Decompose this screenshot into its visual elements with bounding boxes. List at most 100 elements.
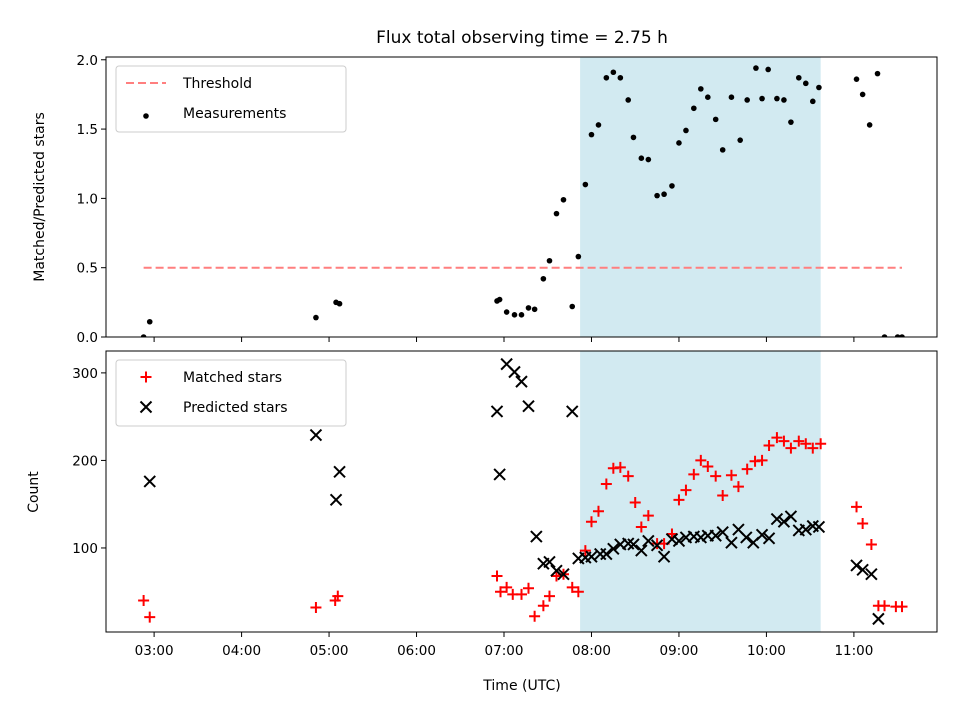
matched-star-point [529, 610, 541, 622]
bottom-legend: Matched stars Predicted stars [115, 359, 347, 427]
matched-star-point [732, 481, 744, 493]
measurement-point [582, 181, 589, 188]
bottom-y-tick-label: 300 [72, 366, 98, 382]
predicted-star-point [493, 468, 506, 481]
matched-star-point [635, 521, 647, 533]
predicted-star-point [642, 534, 655, 548]
bottom-plot-area [138, 357, 908, 626]
predicted-star-point [725, 536, 738, 549]
top-y-tick-label: 0.5 [77, 261, 98, 277]
predicted-star-point [600, 547, 613, 561]
measurement-point [661, 191, 667, 198]
top-y-tick-label: 1.0 [77, 191, 98, 207]
predicted-star-point [812, 520, 826, 534]
top-legend: Threshold Measurements [115, 65, 347, 133]
predicted-star-point [508, 365, 521, 379]
measurement-point [645, 156, 652, 163]
matched-star-point [310, 601, 322, 613]
bottom-y-tick-label: 100 [72, 541, 98, 557]
matched-star-point [857, 517, 869, 529]
measurement-point [496, 296, 503, 303]
matched-star-point [756, 454, 768, 466]
measurement-point [669, 183, 675, 189]
top-y-axis-label: Matched/Predicted stars [32, 112, 48, 282]
matched-star-point [491, 570, 503, 582]
matched-star-point [622, 470, 634, 482]
x-tick-label: 04:00 [222, 643, 261, 659]
predicted-star-point [309, 428, 323, 442]
x-tick-label: 11:00 [834, 643, 873, 659]
matched-star-point [673, 494, 685, 506]
measurement-point [617, 74, 624, 81]
matched-star-point [144, 611, 156, 623]
measurement-point [595, 122, 602, 128]
measurement-point [781, 97, 787, 103]
top-legend-box [115, 65, 347, 133]
matched-star-point [592, 505, 604, 517]
measurement-point [802, 80, 809, 87]
matched-star-point [785, 442, 797, 454]
matched-star-point [896, 601, 908, 613]
predicted-star-point [530, 530, 543, 543]
predicted-star-point [709, 529, 722, 542]
measurement-point [683, 127, 689, 134]
measurement-point [881, 334, 888, 337]
predicted-star-point [329, 493, 343, 507]
top-panel: 0.0 0.5 1.0 1.5 2.0 Threshold Measurements [77, 53, 938, 346]
predicted-star-point [515, 375, 528, 388]
measurement-point [866, 122, 873, 128]
predicted-star-point [784, 510, 798, 523]
matched-star-point [815, 438, 827, 450]
predicted-star-point [143, 475, 156, 488]
predicted-star-point [770, 512, 784, 526]
top-observing-span [580, 57, 821, 337]
matched-star-point [771, 432, 783, 444]
legend-label: Predicted stars [183, 400, 288, 416]
measurement-point [859, 91, 866, 98]
matched-star-point [495, 586, 507, 598]
chart-title: Flux total observing time = 2.75 h [376, 28, 668, 48]
matched-star-point [879, 600, 891, 612]
matched-star-point [642, 510, 654, 522]
matched-star-point [680, 484, 692, 496]
matched-star-point [702, 461, 714, 473]
predicted-star-point [856, 563, 869, 577]
x-tick-label: 05:00 [310, 643, 349, 659]
top-y-tick-label: 1.5 [77, 122, 98, 138]
matched-star-point [695, 454, 707, 466]
matched-star-point [851, 501, 863, 513]
x-tick-label: 08:00 [572, 643, 611, 659]
measurement-point [569, 303, 576, 310]
legend-measurement-swatch [143, 113, 149, 119]
matched-star-point [138, 594, 150, 606]
measurement-point [712, 116, 719, 123]
predicted-star-point [585, 550, 598, 563]
measurement-point [744, 97, 750, 103]
measurement-point [518, 312, 525, 318]
x-tick-label: 07:00 [485, 643, 524, 659]
bottom-y-axis-label: Count [26, 471, 42, 513]
matched-star-point [585, 516, 597, 528]
measurement-point [511, 312, 518, 318]
matched-star-point [793, 435, 805, 447]
matched-star-point [688, 468, 700, 480]
measurement-point [676, 140, 682, 146]
measurement-point [728, 94, 735, 100]
matched-star-point [572, 586, 584, 598]
measurement-point [691, 105, 697, 112]
measurement-point [140, 334, 147, 337]
matched-star-point [710, 470, 722, 482]
legend-matched-swatch [140, 371, 152, 383]
matched-star-point [566, 581, 578, 593]
measurement-point [809, 98, 816, 105]
matched-star-point [865, 538, 877, 550]
measurement-point [719, 147, 726, 153]
measurement-point [525, 305, 532, 311]
predicted-star-point [557, 568, 570, 581]
measurement-point [753, 65, 759, 71]
measurement-point [630, 134, 637, 141]
matched-star-point [741, 463, 753, 475]
measurement-point [765, 66, 771, 73]
predicted-star-point [657, 550, 671, 563]
measurement-point [853, 76, 860, 82]
